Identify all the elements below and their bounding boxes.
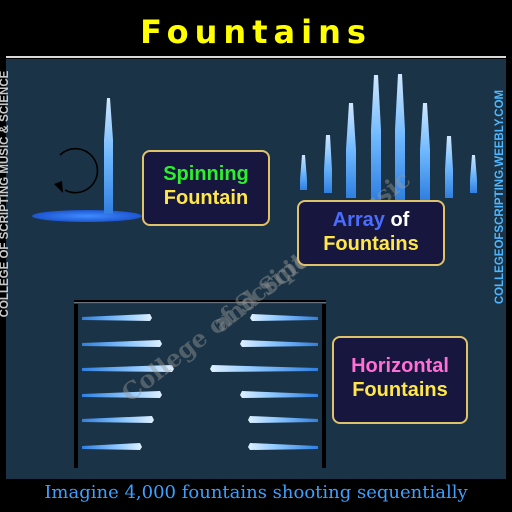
label-word: of: [390, 209, 410, 231]
horizontal-fountains-left: [82, 314, 174, 450]
horizontal-fountain-icon: [82, 443, 142, 450]
horizontal-fountains-right: [210, 314, 318, 450]
page-title: Fountains: [140, 13, 372, 51]
vertical-fountain-icon: [324, 135, 332, 193]
horizontal-fountain-icon: [82, 314, 152, 321]
horizontal-fountain-icon: [210, 365, 318, 372]
vertical-fountain-icon: [395, 74, 405, 200]
label-line: Horizontal: [351, 355, 449, 377]
side-text-right: COLLEGEOFSCRIPTING.WEEBLY.COM: [494, 89, 506, 305]
vertical-fountain-icon: [470, 155, 477, 193]
vertical-fountain-icon: [371, 75, 381, 200]
vertical-fountain-icon: [300, 155, 307, 190]
spinning-fountain: [32, 98, 142, 222]
horizontal-fountain-icon: [240, 391, 318, 398]
vertical-fountain-icon: [420, 103, 430, 200]
label-word: Array: [332, 209, 385, 231]
horizontal-fountain-icon: [240, 340, 318, 347]
array-of-fountains-label: Array of Fountains: [297, 200, 445, 266]
horizontal-fountains-label: Horizontal Fountains: [332, 336, 468, 424]
label-line: Spinning: [163, 163, 249, 185]
horizontal-fountain-icon: [82, 365, 174, 372]
spinning-fountain-label: Spinning Fountain: [142, 150, 270, 226]
horizontal-fountain-icon: [82, 416, 154, 423]
horizontal-fountain-icon: [248, 443, 318, 450]
vertical-fountain-icon: [346, 103, 356, 198]
fountain-array: [300, 74, 477, 200]
fountain-pool: [32, 210, 142, 222]
label-line: Fountain: [163, 187, 249, 209]
horizontal-fountain-icon: [82, 391, 162, 398]
horizontal-fountain-frame: [74, 300, 326, 468]
horizontal-fountain-icon: [248, 416, 318, 423]
horizontal-fountain-icon: [250, 314, 318, 321]
side-text-left: COLLEGE OF SCRIPTING MUSIC & SCIENCE: [0, 70, 11, 318]
caption: Imagine 4,000 fountains shooting sequent…: [44, 482, 468, 503]
label-line: Fountains: [352, 379, 448, 401]
label-line: Fountains: [323, 233, 419, 255]
rotation-arrow-icon: [54, 147, 99, 194]
caption-bar: Imagine 4,000 fountains shooting sequent…: [6, 479, 506, 506]
title-bar: Fountains: [6, 6, 506, 58]
vertical-fountain-icon: [445, 136, 453, 198]
horizontal-fountain-icon: [82, 340, 162, 347]
vertical-fountain-icon: [104, 98, 113, 214]
